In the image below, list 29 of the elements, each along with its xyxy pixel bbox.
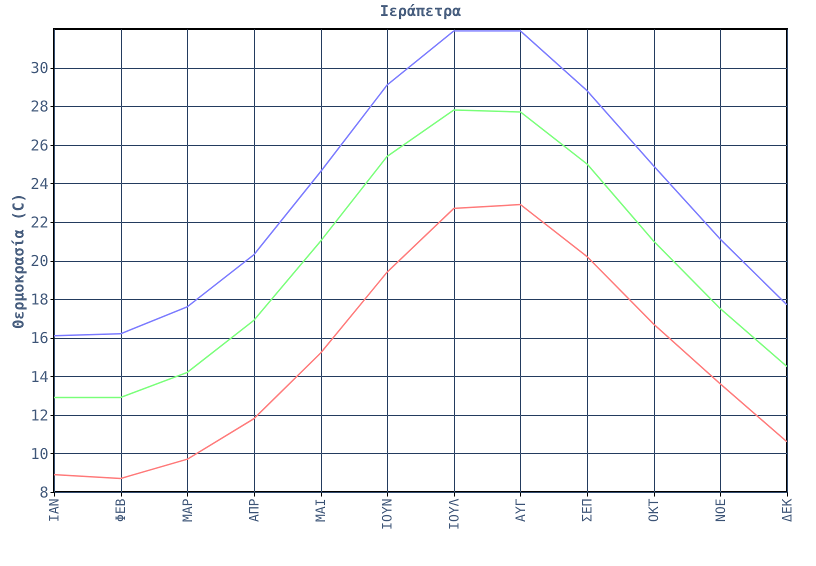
x-tick-label: ΜΑΙ [314,498,330,522]
chart-title: Ιεράπετρα [380,2,462,20]
x-tick-label: ΙΟΥΛ [447,498,462,530]
y-tick-label: 18 [30,290,48,309]
y-tick-label: 22 [30,213,48,232]
x-tick-label: ΑΥΓ [514,498,529,522]
line-series [54,109,787,398]
y-tick-label: 12 [30,406,48,424]
line-series [54,30,787,336]
x-tick-label: ΦΕΒ [114,498,130,522]
x-tick-label: ΙΟΥΝ [380,498,396,530]
y-tick-label: 10 [30,444,48,463]
y-tick-label: 14 [30,368,48,386]
x-tick-label: ΔΕΚ [780,498,796,522]
y-tick-label: 16 [30,329,48,348]
y-tick-label: 8 [39,484,48,502]
x-tick-label: ΟΚΤ [647,498,662,522]
line-series [54,204,787,480]
x-tick-label: ΙΑΝ [48,498,62,522]
x-tick-label: ΣΕΠ [580,498,596,522]
y-axis-title: Θερμοκρασία (C) [9,193,28,329]
y-tick-label: 26 [30,136,48,154]
x-tick-label: ΑΠΡ [247,498,262,522]
y-tick-label: 28 [30,98,48,116]
x-tick-label: ΜΑΡ [180,498,196,522]
x-tick-label: ΝΟΕ [714,498,729,522]
y-tick-label: 30 [30,59,48,78]
y-tick-label: 20 [30,252,48,270]
y-tick-label: 24 [30,174,48,193]
